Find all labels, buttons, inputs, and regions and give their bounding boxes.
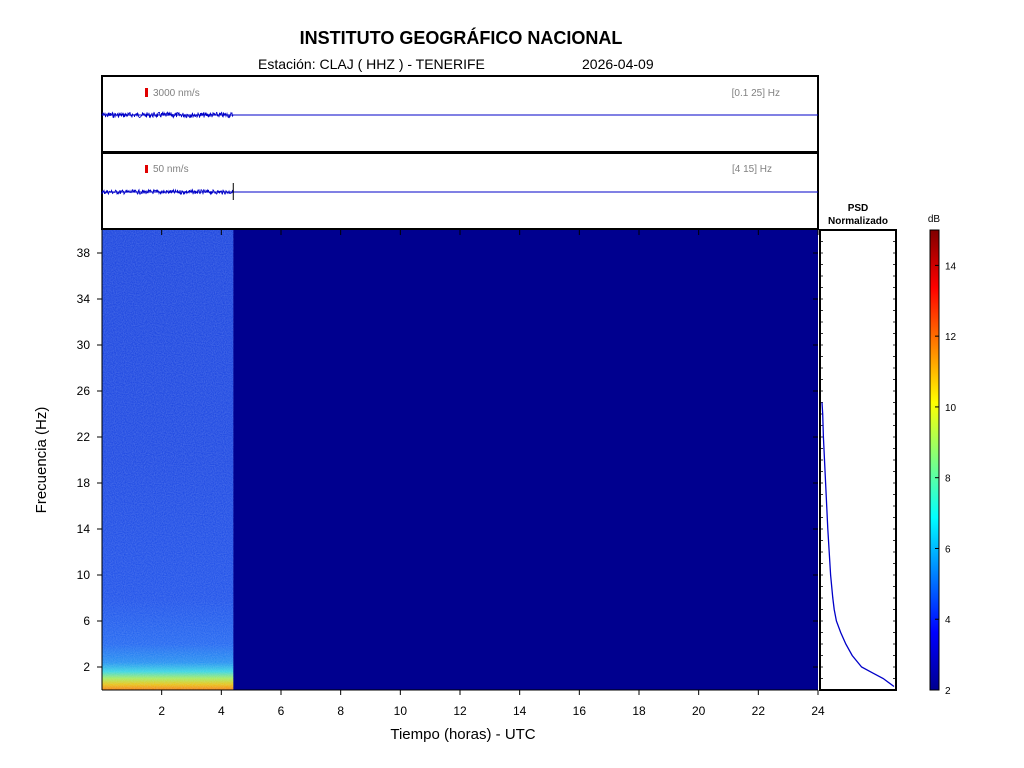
y-tick-label: 18 bbox=[77, 476, 91, 490]
colorbar-tick-label: 8 bbox=[945, 474, 951, 485]
psd-curve bbox=[821, 402, 895, 688]
colorbar-ticks: 2 4 6 8 10 12 14 bbox=[935, 261, 957, 697]
trace-path bbox=[101, 188, 234, 196]
panel2-frame bbox=[101, 152, 819, 230]
y-tick-label: 22 bbox=[77, 430, 91, 444]
panel1-band-label: [0.1 25] Hz bbox=[732, 88, 780, 99]
page-title: INSTITUTO GEOGRÁFICO NACIONAL bbox=[299, 28, 623, 48]
x-tick-label: 8 bbox=[337, 704, 344, 718]
psd-ticks bbox=[820, 241, 896, 679]
colorbar-label: dB bbox=[928, 214, 941, 225]
x-tick-label: 24 bbox=[811, 704, 825, 718]
colorbar-tick-label: 10 bbox=[945, 403, 957, 414]
y-tick-label: 10 bbox=[77, 568, 91, 582]
date-label: 2026-04-09 bbox=[582, 56, 654, 72]
colorbar-tick-label: 2 bbox=[945, 686, 951, 697]
psd-title-line2: Normalizado bbox=[828, 216, 888, 227]
panel2-scale-bar bbox=[145, 165, 148, 173]
panel1-scale-label: 3000 nm/s bbox=[153, 88, 200, 99]
colorbar-tick-label: 6 bbox=[945, 544, 951, 555]
colorbar-tick-label: 4 bbox=[945, 615, 951, 626]
psd-panel: PSD Normalizado bbox=[819, 203, 897, 691]
trace-path bbox=[101, 111, 234, 119]
x-tick-label: 4 bbox=[218, 704, 225, 718]
y-tick-label: 34 bbox=[77, 292, 91, 306]
x-tick-label: 22 bbox=[752, 704, 766, 718]
station-label: Estación: CLAJ ( HHZ ) - TENERIFE bbox=[258, 56, 485, 72]
colorbar: dB 2 4 6 8 10 12 14 bbox=[928, 214, 957, 697]
colorbar-tick-label: 12 bbox=[945, 332, 957, 343]
colorbar-gradient bbox=[929, 229, 940, 691]
x-tick-label: 12 bbox=[453, 704, 467, 718]
y-tick-label: 14 bbox=[77, 522, 91, 536]
x-tick-label: 20 bbox=[692, 704, 706, 718]
psd-frame bbox=[819, 229, 897, 691]
panel1-trace bbox=[101, 111, 234, 119]
colorbar-tick-label: 14 bbox=[945, 261, 957, 272]
x-tick-label: 10 bbox=[394, 704, 408, 718]
seismogram-panel-broadband: 3000 nm/s [0.1 25] Hz bbox=[101, 75, 819, 153]
y-tick-label: 38 bbox=[77, 246, 91, 260]
x-tick-label: 18 bbox=[632, 704, 646, 718]
seismogram-panel-filtered: 50 nm/s [4 15] Hz bbox=[101, 152, 819, 230]
y-tick-label: 26 bbox=[77, 384, 91, 398]
x-tick-label: 16 bbox=[573, 704, 587, 718]
x-axis-label: Tiempo (horas) - UTC bbox=[390, 726, 535, 743]
spectrogram-texture bbox=[102, 230, 234, 690]
x-tick-label: 6 bbox=[278, 704, 285, 718]
panel2-trace bbox=[101, 183, 234, 200]
spectrogram: 2 4 6 8 10 12 14 16 18 20 22 24 261014182226303438 … bbox=[33, 230, 825, 743]
x-axis-ticks: 2 4 6 8 10 12 14 16 18 20 22 24 bbox=[158, 230, 825, 718]
psd-title-line1: PSD bbox=[848, 203, 869, 214]
x-tick-label: 2 bbox=[158, 704, 165, 718]
y-axis-label: Frecuencia (Hz) bbox=[33, 407, 50, 514]
y-tick-label: 30 bbox=[77, 338, 91, 352]
panel1-scale-bar bbox=[145, 88, 148, 97]
y-tick-label: 6 bbox=[83, 614, 90, 628]
panel2-scale-label: 50 nm/s bbox=[153, 164, 189, 175]
panel2-band-label: [4 15] Hz bbox=[732, 164, 772, 175]
x-tick-label: 14 bbox=[513, 704, 527, 718]
y-tick-label: 2 bbox=[83, 660, 90, 674]
